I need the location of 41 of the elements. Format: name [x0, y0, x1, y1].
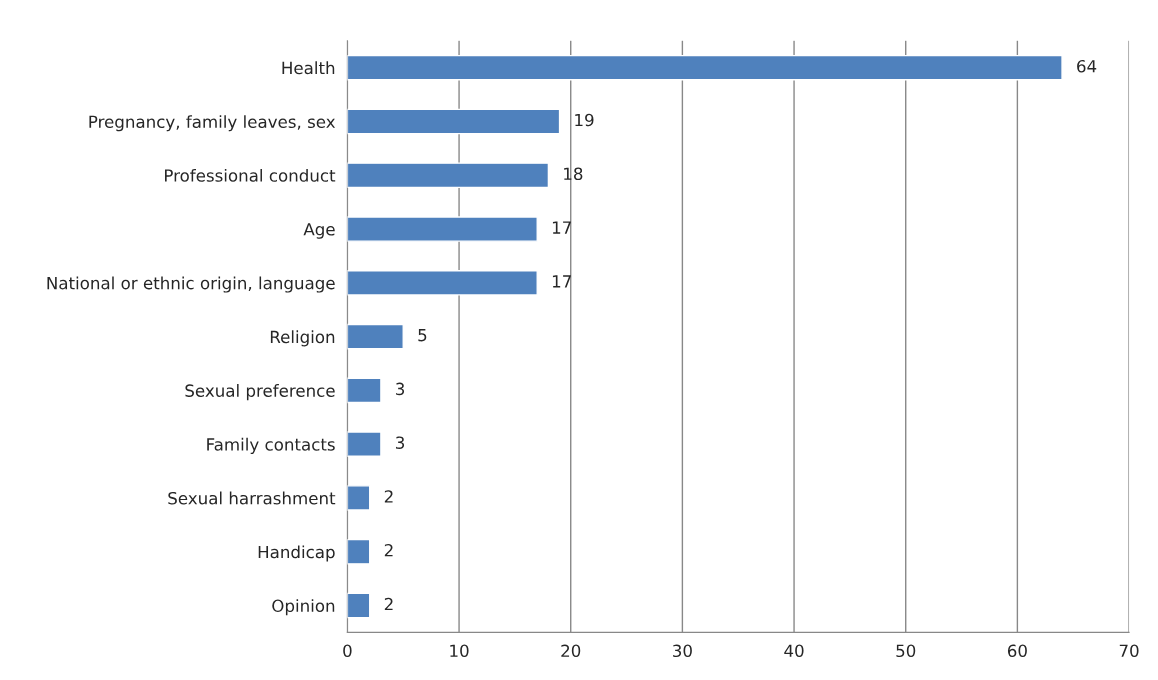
bar — [347, 431, 382, 457]
data-label: 19 — [575, 113, 594, 127]
y-tick-label: Religion — [270, 330, 335, 347]
bar — [347, 377, 382, 404]
data-label: 17 — [552, 221, 571, 234]
y-tick-label: Professional conduct — [165, 168, 336, 182]
x-tick-label: 70 — [1119, 644, 1139, 658]
data-label: 2 — [384, 490, 393, 503]
bar — [347, 216, 538, 242]
bar — [347, 538, 371, 565]
bar — [347, 108, 561, 135]
y-tick-label: Opinion — [272, 599, 335, 616]
bar — [347, 270, 538, 296]
data-label: 3 — [396, 382, 405, 396]
bar — [347, 323, 404, 350]
y-tick-label: Health — [282, 61, 335, 75]
data-label: 18 — [564, 167, 583, 181]
y-tick-label: Age — [303, 223, 335, 239]
data-label: 5 — [418, 329, 427, 342]
x-tick-label: 60 — [1007, 644, 1027, 658]
y-tick-label: Handicap — [258, 545, 335, 562]
x-tick-label: 0 — [343, 644, 352, 658]
bar — [347, 162, 550, 189]
y-tick-label: Pregnancy, family leaves, sex — [89, 115, 336, 132]
x-tick-label: 10 — [450, 644, 469, 658]
y-tick-label: Family contacts — [207, 437, 335, 454]
data-label: 3 — [396, 436, 405, 449]
x-tick-label: 40 — [784, 644, 804, 658]
x-tick-label: 20 — [561, 644, 581, 658]
bar — [347, 54, 1063, 81]
data-label: 2 — [384, 597, 393, 611]
data-label: 2 — [384, 543, 393, 557]
x-tick-label: 30 — [673, 644, 692, 658]
x-tick-label: 50 — [896, 644, 916, 658]
y-tick-label: National or ethnic origin, language — [47, 276, 335, 293]
y-tick-label: Sexual preference — [185, 384, 335, 401]
y-tick-label: Sexual harrashment — [168, 491, 336, 505]
bar — [347, 592, 371, 619]
bar — [347, 485, 371, 511]
data-label: 64 — [1077, 59, 1097, 73]
data-label: 17 — [552, 275, 571, 288]
